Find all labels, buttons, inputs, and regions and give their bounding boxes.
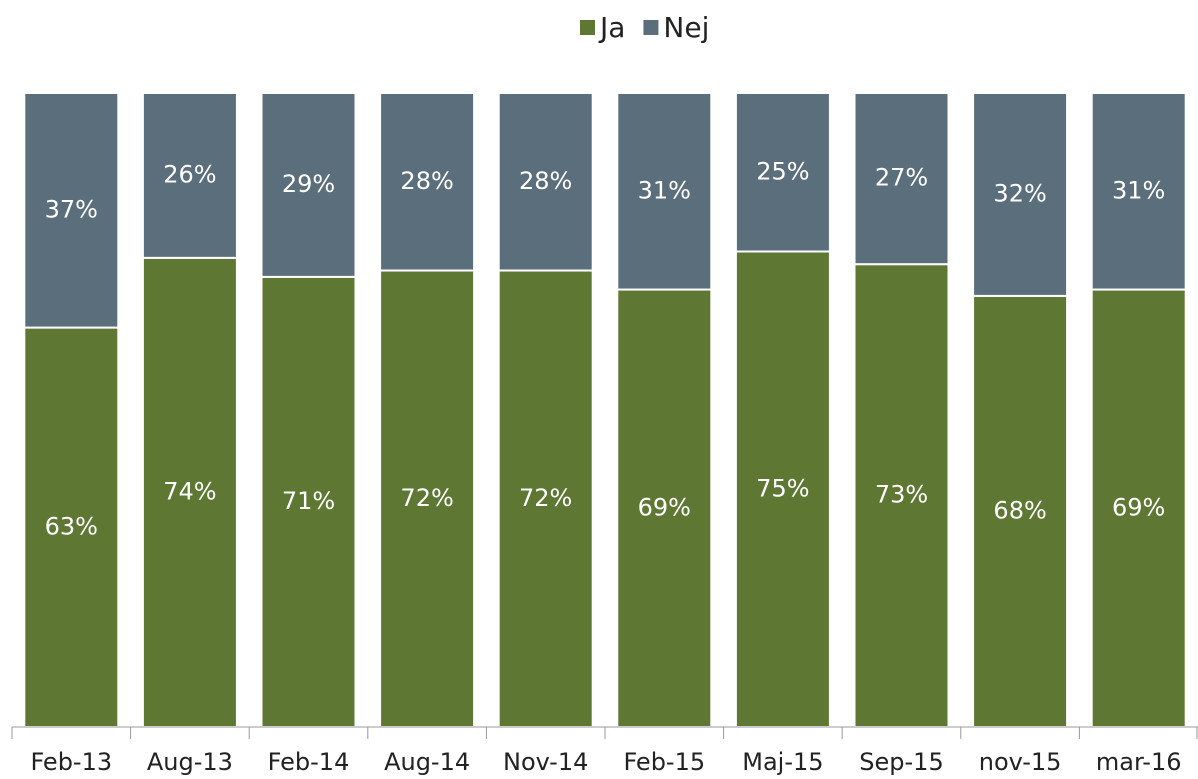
data-label: 28%	[519, 167, 572, 195]
legend-swatch	[643, 20, 659, 35]
bar-segment	[853, 92, 950, 266]
bar-segment	[1090, 288, 1187, 728]
data-label: 72%	[519, 484, 572, 512]
x-tick-label: nov-15	[979, 748, 1062, 776]
data-label: 69%	[638, 493, 691, 521]
x-tick-label: Aug-13	[147, 748, 233, 776]
data-label: 37%	[45, 195, 98, 223]
legend-swatch	[580, 20, 595, 35]
bar-segment	[23, 326, 120, 728]
bar-segment	[972, 294, 1069, 728]
bar-segment	[260, 92, 357, 278]
bar-segment	[260, 275, 357, 728]
bar-segment	[734, 250, 831, 728]
data-label: 75%	[756, 474, 809, 502]
data-label: 32%	[993, 179, 1046, 207]
legend-label: Ja	[598, 11, 625, 44]
bar-segment	[379, 92, 476, 272]
x-tick-label: Feb-15	[623, 748, 705, 776]
bar-segment	[497, 92, 594, 272]
data-label: 73%	[875, 481, 928, 509]
data-label: 31%	[638, 176, 691, 204]
legend-label: Nej	[663, 11, 709, 44]
bar-segment	[1090, 92, 1187, 291]
data-label: 68%	[993, 496, 1046, 524]
bar-segment	[23, 92, 120, 329]
bar-segment	[972, 92, 1069, 297]
x-tick-label: Nov-14	[503, 748, 588, 776]
data-label: 27%	[875, 164, 928, 192]
data-label: 63%	[45, 512, 98, 540]
data-label: 31%	[1112, 176, 1165, 204]
data-label: 69%	[1112, 493, 1165, 521]
data-label: 26%	[163, 160, 216, 188]
data-label: 72%	[400, 484, 453, 512]
data-label: 71%	[282, 487, 335, 515]
bar-segment	[853, 263, 950, 728]
bar-segment	[141, 92, 238, 259]
data-label: 29%	[282, 170, 335, 198]
bar-segment	[734, 92, 831, 253]
x-tick-label: Sep-15	[859, 748, 943, 776]
data-label: 28%	[400, 167, 453, 195]
x-tick-label: Feb-14	[268, 748, 350, 776]
x-tick-label: Maj-15	[742, 748, 823, 776]
x-tick-label: Aug-14	[384, 748, 470, 776]
bar-segment	[616, 288, 713, 728]
bar-segment	[616, 92, 713, 291]
x-tick-label: mar-16	[1096, 748, 1182, 776]
x-tick-label: Feb-13	[30, 748, 112, 776]
data-label: 25%	[756, 157, 809, 185]
data-label: 74%	[163, 477, 216, 505]
